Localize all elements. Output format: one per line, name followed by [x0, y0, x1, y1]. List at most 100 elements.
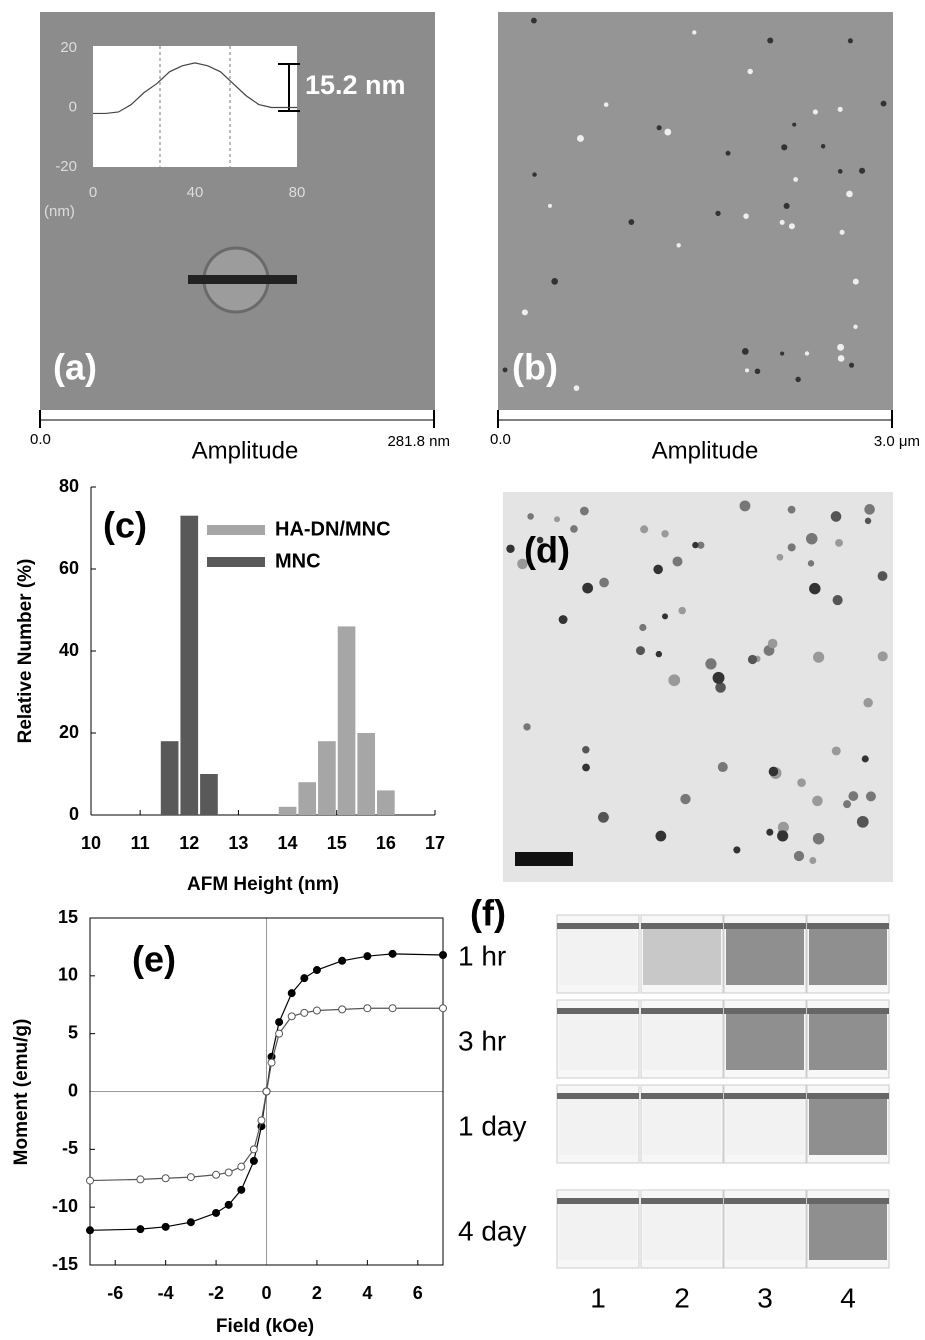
particle	[788, 223, 795, 230]
particle	[745, 368, 750, 373]
particle	[502, 367, 508, 373]
legend-label: MNC	[275, 550, 321, 572]
y-axis-label: Relative Number (%)	[15, 559, 36, 744]
scale-title: Amplitude	[652, 437, 759, 464]
y-tick-label: 0	[68, 1080, 78, 1100]
particle	[787, 543, 796, 552]
point	[388, 949, 397, 958]
particle	[739, 500, 751, 512]
meniscus	[807, 1008, 889, 1014]
particle	[655, 830, 667, 842]
particle	[747, 68, 753, 75]
particle	[668, 674, 681, 687]
particle	[551, 278, 559, 285]
y-tick-label: 20	[59, 722, 79, 742]
point	[212, 1208, 221, 1217]
bar	[337, 626, 356, 815]
particle	[877, 651, 888, 662]
particle	[603, 102, 609, 107]
particle	[848, 791, 859, 801]
suspension	[643, 1012, 721, 1070]
particle	[797, 778, 806, 787]
y-tick-label: 20	[60, 39, 77, 56]
particle	[839, 229, 845, 235]
x-tick-label: 11	[131, 833, 150, 853]
particle	[676, 243, 681, 248]
particle	[697, 541, 705, 549]
particle	[530, 17, 537, 24]
particle	[506, 544, 515, 553]
x-tick-label: 13	[228, 833, 248, 853]
particle	[754, 368, 761, 375]
panel-label: (c)	[103, 505, 147, 546]
particle	[812, 795, 823, 807]
particle	[527, 513, 534, 520]
particle	[717, 762, 728, 773]
x-tick-label: 40	[187, 184, 204, 201]
particle	[863, 697, 873, 708]
particle	[554, 516, 561, 523]
particle	[532, 172, 537, 177]
point	[186, 1173, 195, 1182]
bar	[318, 741, 336, 815]
y-tick-label: -10	[52, 1196, 78, 1216]
particle	[767, 638, 778, 649]
scale-start: 0.0	[490, 431, 511, 448]
panel-label: (e)	[132, 939, 176, 980]
point	[312, 1006, 321, 1015]
x-tick-label: 14	[278, 833, 298, 853]
point	[312, 966, 321, 975]
particle	[861, 755, 869, 763]
point	[338, 1005, 347, 1014]
scale-start: 0.0	[30, 431, 51, 448]
particle	[715, 210, 721, 216]
x-axis-label: AFM Height (nm)	[187, 874, 339, 895]
y-tick-label: 40	[59, 640, 79, 660]
column-label: 2	[674, 1282, 690, 1313]
column-label: 4	[840, 1282, 856, 1313]
vial-photos	[556, 914, 890, 1269]
x-tick-label: 6	[413, 1283, 423, 1303]
meniscus	[557, 1008, 639, 1014]
profile-line	[188, 275, 297, 284]
y-tick-label: 15	[58, 907, 78, 927]
x-tick-label: -6	[107, 1283, 123, 1303]
particle	[835, 538, 843, 547]
particle	[570, 525, 578, 533]
particle	[547, 203, 552, 208]
x-tick-label: 2	[312, 1283, 322, 1303]
particle	[832, 595, 843, 606]
particles	[502, 17, 887, 391]
particle	[636, 646, 646, 656]
meniscus	[557, 1093, 639, 1099]
legend-swatch	[207, 525, 265, 535]
point	[161, 1222, 170, 1231]
x-tick-label: 10	[81, 833, 101, 853]
meniscus	[724, 1008, 806, 1014]
suspension	[643, 1097, 721, 1155]
suspension	[809, 927, 887, 985]
y-tick-label: 80	[59, 476, 79, 496]
point	[439, 1004, 447, 1013]
meniscus	[641, 1008, 723, 1014]
particle	[837, 169, 843, 174]
particle	[793, 177, 799, 182]
axis-unit: (nm)	[44, 203, 75, 220]
particle	[579, 506, 589, 516]
y-tick-label: -15	[52, 1254, 78, 1274]
particle	[692, 30, 697, 35]
x-tick-label: -4	[158, 1283, 174, 1303]
suspension	[643, 927, 721, 985]
particle	[776, 553, 784, 561]
meniscus	[807, 1093, 889, 1099]
bar	[278, 806, 297, 815]
particle	[661, 530, 669, 538]
point	[86, 1226, 94, 1235]
particle	[680, 793, 691, 805]
particle	[576, 134, 584, 142]
suspension	[559, 927, 637, 985]
particle	[628, 219, 635, 225]
particle	[793, 850, 805, 862]
bar	[200, 774, 218, 815]
